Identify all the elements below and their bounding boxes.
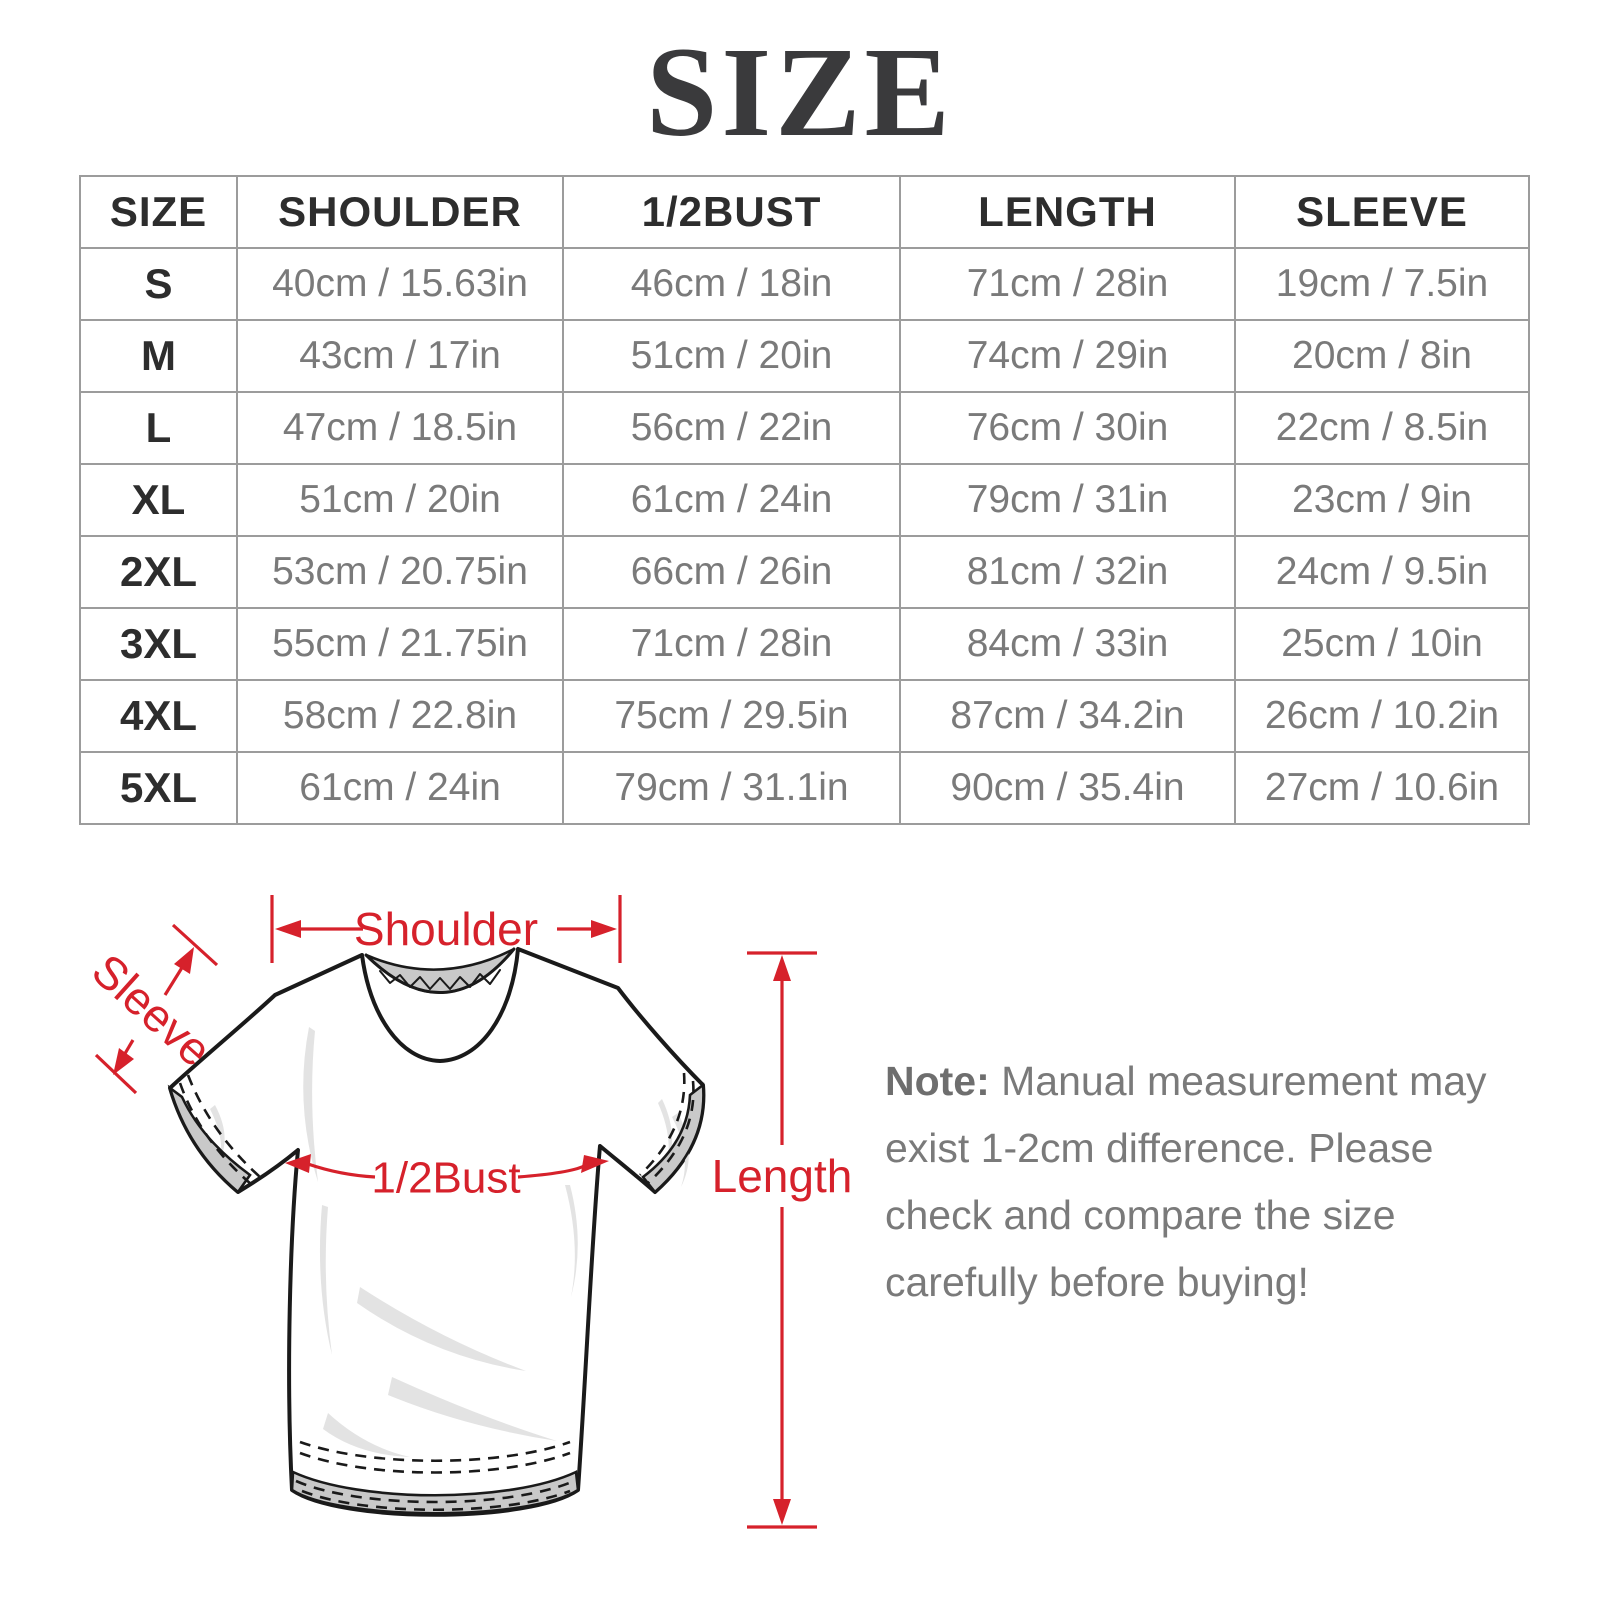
note: Note: Manual measurement may exist 1-2cm… <box>885 1048 1497 1316</box>
value-cell: 75cm / 29.5in <box>562 679 901 753</box>
size-table-head-row: SIZE SHOULDER 1/2BUST LENGTH SLEEVE <box>79 175 1530 249</box>
note-text: Manual measurement may exist 1-2cm diffe… <box>885 1058 1487 1305</box>
value-cell: 40cm / 15.63in <box>236 247 564 321</box>
size-cell: S <box>79 247 238 321</box>
value-cell: 23cm / 9in <box>1234 463 1530 537</box>
length-label: Length <box>712 1150 853 1202</box>
shoulder-arrow: Shoulder <box>270 895 622 963</box>
table-row: 4XL 58cm / 22.8in 75cm / 29.5in 87cm / 34.2… <box>79 679 1530 753</box>
size-cell: 2XL <box>79 535 238 609</box>
value-cell: 66cm / 26in <box>562 535 901 609</box>
page-title: SIZE <box>646 21 954 163</box>
value-cell: 20cm / 8in <box>1234 319 1530 393</box>
value-cell: 25cm / 10in <box>1234 607 1530 681</box>
value-cell: 55cm / 21.75in <box>236 607 564 681</box>
table-row: XL 51cm / 20in 61cm / 24in 79cm / 31in 23cm … <box>79 463 1530 537</box>
value-cell: 90cm / 35.4in <box>899 751 1236 825</box>
value-cell: 71cm / 28in <box>899 247 1236 321</box>
value-cell: 61cm / 24in <box>236 751 564 825</box>
value-cell: 47cm / 18.5in <box>236 391 564 465</box>
shoulder-label: Shoulder <box>354 903 538 955</box>
table-row: 2XL 53cm / 20.75in 66cm / 26in 81cm / 32in 2… <box>79 535 1530 609</box>
value-cell: 26cm / 10.2in <box>1234 679 1530 753</box>
value-cell: 87cm / 34.2in <box>899 679 1236 753</box>
value-cell: 43cm / 17in <box>236 319 564 393</box>
column-header: SLEEVE <box>1234 175 1530 249</box>
tshirt-outline <box>168 947 706 1517</box>
table-row: 3XL 55cm / 21.75in 71cm / 28in 84cm / 33in 2… <box>79 607 1530 681</box>
column-header: LENGTH <box>899 175 1236 249</box>
value-cell: 61cm / 24in <box>562 463 901 537</box>
size-cell: XL <box>79 463 238 537</box>
bust-label: 1/2Bust <box>371 1154 520 1203</box>
value-cell: 19cm / 7.5in <box>1234 247 1530 321</box>
bust-arrow: 1/2Bust <box>285 1154 609 1203</box>
value-cell: 24cm / 9.5in <box>1234 535 1530 609</box>
value-cell: 76cm / 30in <box>899 391 1236 465</box>
column-header: SHOULDER <box>236 175 564 249</box>
length-arrow: Length <box>712 951 853 1529</box>
column-header: 1/2BUST <box>562 175 901 249</box>
size-cell: 3XL <box>79 607 238 681</box>
value-cell: 51cm / 20in <box>562 319 901 393</box>
value-cell: 27cm / 10.6in <box>1234 751 1530 825</box>
value-cell: 53cm / 20.75in <box>236 535 564 609</box>
value-cell: 81cm / 32in <box>899 535 1236 609</box>
column-header: SIZE <box>79 175 238 249</box>
value-cell: 84cm / 33in <box>899 607 1236 681</box>
value-cell: 56cm / 22in <box>562 391 901 465</box>
size-cell: M <box>79 319 238 393</box>
size-cell: 5XL <box>79 751 238 825</box>
right-cuff <box>641 1082 705 1194</box>
value-cell: 79cm / 31.1in <box>562 751 901 825</box>
value-cell: 79cm / 31in <box>899 463 1236 537</box>
tshirt-diagram: Shoulder Sleeve 1/2Bust <box>60 855 920 1565</box>
table-row: S 40cm / 15.63in 46cm / 18in 71cm / 28in 19c… <box>79 247 1530 321</box>
table-row: M 43cm / 17in 51cm / 20in 74cm / 29in 20cm /… <box>79 319 1530 393</box>
hem-band <box>290 1470 580 1515</box>
table-row: 5XL 61cm / 24in 79cm / 31.1in 90cm / 35.4in… <box>79 751 1530 825</box>
value-cell: 74cm / 29in <box>899 319 1236 393</box>
value-cell: 71cm / 28in <box>562 607 901 681</box>
note-label: Note: <box>885 1058 990 1104</box>
table-row: L 47cm / 18.5in 56cm / 22in 76cm / 30in 22cm… <box>79 391 1530 465</box>
size-table: SIZE SHOULDER 1/2BUST LENGTH SLEEVE S 40cm / … <box>79 175 1530 825</box>
value-cell: 51cm / 20in <box>236 463 564 537</box>
size-cell: L <box>79 391 238 465</box>
size-table-body: S 40cm / 15.63in 46cm / 18in 71cm / 28in 19c… <box>79 247 1530 825</box>
value-cell: 22cm / 8.5in <box>1234 391 1530 465</box>
sleeve-label: Sleeve <box>82 944 221 1077</box>
size-cell: 4XL <box>79 679 238 753</box>
tshirt-drawing <box>167 947 706 1517</box>
value-cell: 46cm / 18in <box>562 247 901 321</box>
value-cell: 58cm / 22.8in <box>236 679 564 753</box>
